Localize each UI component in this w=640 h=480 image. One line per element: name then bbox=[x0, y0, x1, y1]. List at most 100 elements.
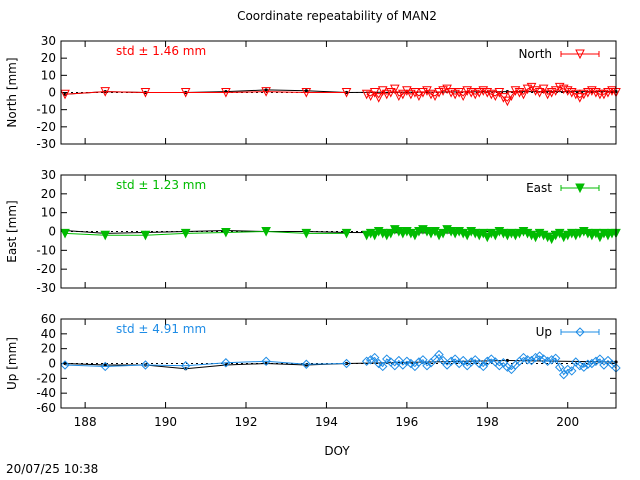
east-std-annotation: std ± 1.23 mm bbox=[116, 178, 206, 192]
north-data-point bbox=[381, 89, 392, 100]
north-data-point bbox=[398, 89, 408, 100]
up-data-point bbox=[474, 358, 484, 369]
up-plot-frame bbox=[60, 318, 617, 409]
up-data-point bbox=[486, 354, 497, 364]
north-y-tick-label: 0 bbox=[48, 86, 56, 100]
east-data-point bbox=[385, 228, 396, 239]
north-data-point bbox=[406, 89, 416, 100]
up-data-point bbox=[301, 359, 312, 369]
north-data-point bbox=[466, 88, 477, 98]
north-data-point bbox=[518, 89, 529, 100]
up-data-point bbox=[369, 352, 380, 363]
up-y-axis-label: Up [mm] bbox=[5, 337, 19, 390]
up-series-line-sparse bbox=[65, 360, 347, 367]
north-data-point bbox=[506, 91, 517, 102]
east-data-point bbox=[546, 234, 557, 245]
north-data-point bbox=[410, 88, 420, 98]
up-data-point bbox=[402, 356, 412, 366]
north-data-point bbox=[450, 89, 460, 100]
up-y-tick-label: 60 bbox=[41, 312, 56, 326]
north-y-tick-label: -30 bbox=[36, 137, 56, 151]
north-data-point bbox=[442, 84, 452, 95]
up-data-point bbox=[374, 358, 384, 369]
up-data-point bbox=[422, 361, 432, 371]
north-std-annotation: std ± 1.46 mm bbox=[116, 44, 206, 58]
up-data-point bbox=[482, 356, 493, 366]
north-data-point bbox=[221, 88, 231, 98]
up-data-point bbox=[60, 360, 70, 370]
north-data-point bbox=[502, 96, 513, 107]
north-data-point bbox=[591, 88, 601, 98]
north-data-point bbox=[566, 88, 577, 98]
north-data-point bbox=[554, 82, 565, 93]
north-legend-marker bbox=[575, 49, 585, 60]
up-data-point bbox=[140, 360, 151, 370]
x-axis-label: DOY bbox=[324, 444, 350, 458]
north-data-point bbox=[418, 88, 428, 98]
x-tick-label: 192 bbox=[235, 415, 258, 429]
north-data-point bbox=[514, 88, 525, 98]
up-data-point bbox=[390, 361, 400, 371]
north-data-point bbox=[373, 93, 384, 103]
east-y-tick-label: 30 bbox=[41, 168, 56, 182]
north-data-point bbox=[607, 86, 617, 96]
east-data-point bbox=[341, 228, 352, 239]
north-data-point bbox=[361, 89, 372, 100]
up-y-tick-label: -20 bbox=[36, 371, 56, 385]
x-tick-label: 200 bbox=[556, 415, 579, 429]
up-data-point bbox=[365, 355, 376, 365]
up-data-point bbox=[587, 358, 597, 369]
north-data-point bbox=[494, 88, 505, 98]
north-y-tick-label: 10 bbox=[41, 68, 56, 82]
east-series-line-sparse bbox=[64, 230, 347, 236]
up-data-point bbox=[406, 358, 416, 369]
up-data-point bbox=[550, 353, 561, 364]
up-data-point bbox=[478, 361, 488, 372]
up-data-point bbox=[180, 361, 191, 371]
north-data-point bbox=[538, 84, 549, 95]
east-data-point bbox=[369, 230, 380, 241]
up-data-point bbox=[221, 358, 231, 368]
up-data-point bbox=[591, 356, 601, 366]
x-tick-label: 188 bbox=[74, 415, 97, 429]
east-data-point bbox=[530, 232, 541, 243]
north-panel: -30 -20 -10 0 10 20 30 North [mm] std ± 1.46 mm N… bbox=[5, 34, 621, 151]
north-data-point bbox=[434, 88, 444, 98]
north-data-point bbox=[550, 86, 561, 96]
north-data-point bbox=[526, 82, 537, 93]
up-data-point bbox=[530, 352, 541, 363]
north-reference-point bbox=[264, 88, 268, 92]
north-data-point bbox=[558, 84, 569, 95]
up-data-point bbox=[446, 356, 456, 366]
east-data-point bbox=[140, 230, 151, 241]
east-panel: -30 -20 -10 0 10 20 30 East [mm] std ± 1.23 mm Ea… bbox=[5, 168, 621, 295]
timestamp-label: 20/07/25 10:38 bbox=[6, 462, 99, 476]
north-data-point bbox=[583, 88, 593, 98]
up-data-point bbox=[341, 358, 352, 369]
north-data-point bbox=[426, 89, 436, 100]
x-tick-label: 190 bbox=[154, 415, 177, 429]
north-data-point bbox=[486, 89, 497, 100]
north-data-point bbox=[542, 89, 553, 100]
east-plot-frame bbox=[60, 174, 617, 289]
north-series-line-sparse bbox=[64, 91, 347, 95]
north-data-point bbox=[414, 91, 424, 102]
east-y-tick-label: 20 bbox=[41, 187, 56, 201]
north-data-point bbox=[490, 91, 501, 102]
north-data-point bbox=[140, 88, 151, 98]
up-data-point bbox=[526, 355, 537, 366]
up-y-tick-label: 40 bbox=[41, 327, 56, 341]
up-data-point bbox=[534, 351, 545, 361]
north-legend-label: North bbox=[518, 47, 552, 61]
north-data-point bbox=[369, 88, 380, 98]
up-y-tick-label: -60 bbox=[36, 401, 56, 415]
east-data-point bbox=[490, 230, 501, 241]
north-data-point bbox=[599, 89, 609, 100]
up-data-point bbox=[261, 356, 271, 366]
up-data-point bbox=[502, 362, 513, 372]
up-y-tick-label: 0 bbox=[48, 357, 56, 371]
up-data-point bbox=[100, 361, 110, 372]
east-data-point bbox=[60, 228, 70, 239]
north-data-point bbox=[301, 88, 312, 98]
